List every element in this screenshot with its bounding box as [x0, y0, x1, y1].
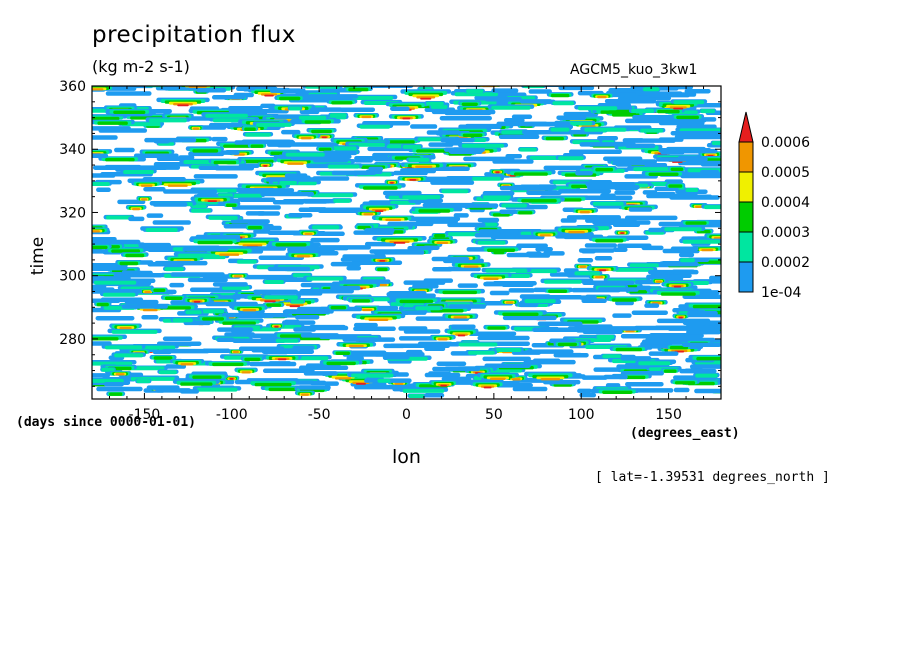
x-axis-units: (degrees_east) [630, 426, 740, 441]
y-axis: 280 300 320 340 360 [59, 79, 721, 387]
colorbar-label: 0.0005 [761, 165, 810, 181]
y-tick-label: 300 [59, 269, 86, 285]
x-tick-label: 100 [568, 407, 595, 423]
x-tick-label: 150 [655, 407, 682, 423]
y-tick-label: 280 [59, 332, 86, 348]
colorbar-label: 0.0006 [761, 135, 810, 151]
x-tick-label: 0 [402, 407, 411, 423]
precipitation-field [92, 86, 721, 398]
colorbar-swatch [738, 201, 754, 233]
run-name: AGCM5_kuo_3kw1 [570, 62, 698, 78]
y-axis-units: (days since 0000-01-01) [16, 415, 197, 430]
colorbar-label: 0.0003 [761, 225, 810, 241]
y-tick-label: 340 [59, 142, 86, 158]
x-tick-label: -50 [308, 407, 331, 423]
chart-title: precipitation flux [92, 22, 296, 48]
y-tick-label: 360 [59, 79, 86, 95]
chart-units: (kg m-2 s-1) [92, 57, 190, 76]
y-tick-label: 320 [59, 205, 86, 221]
colorbar: 1e-04 0.0002 0.0003 0.0004 0.0005 0.0006 [738, 111, 810, 301]
x-axis: -150 -100 -50 0 50 100 150 [91, 86, 722, 423]
x-tick-label: -100 [216, 407, 248, 423]
x-tick-label: -150 [129, 407, 161, 423]
colorbar-swatch [738, 261, 754, 293]
latitude-slice-note: [ lat=-1.39531 degrees_north ] [595, 470, 830, 485]
colorbar-label: 0.0004 [761, 195, 810, 211]
x-axis-label: lon [392, 446, 421, 468]
colorbar-label: 0.0002 [761, 255, 810, 271]
x-tick-label: 50 [485, 407, 503, 423]
colorbar-swatch [738, 141, 754, 173]
colorbar-extend-triangle [738, 111, 754, 143]
colorbar-label: 1e-04 [761, 285, 801, 301]
colorbar-swatch [738, 231, 754, 263]
field-streaks [92, 86, 721, 398]
colorbar-swatch [738, 171, 754, 203]
